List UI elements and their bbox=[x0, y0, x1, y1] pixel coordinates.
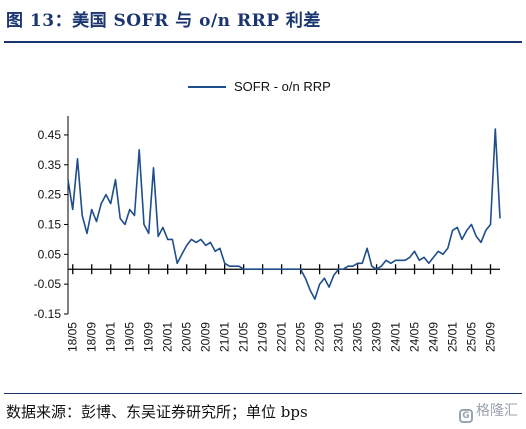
legend: SOFR - o/n RRP bbox=[188, 79, 331, 94]
source-note: 数据来源：彭博、东吴证券研究所；单位 bps bbox=[6, 403, 308, 421]
series-line bbox=[67, 128, 501, 300]
watermark: G 格隆汇 bbox=[459, 400, 518, 423]
x-tick-label: 25/05 bbox=[465, 322, 479, 352]
y-tick-label: 0.25 bbox=[38, 188, 62, 202]
line-chart: SOFR - o/n RRP 0.45 0.35 0.25 0.15 0.05 -0.05… bbox=[34, 79, 501, 352]
x-tick-label: 20/09 bbox=[199, 322, 213, 352]
x-tick-label: 21/01 bbox=[218, 322, 232, 352]
x-tick-label: 23/05 bbox=[351, 322, 365, 352]
x-tick-label: 19/05 bbox=[123, 322, 137, 352]
y-tick-label: -0.05 bbox=[34, 277, 62, 291]
x-tick-label: 24/01 bbox=[389, 322, 403, 352]
x-tick-label: 25/09 bbox=[484, 322, 498, 352]
x-axis: 18/05 18/09 19/01 19/05 19/09 20/01 20/05 20/09… bbox=[66, 264, 500, 352]
x-tick-label: 24/05 bbox=[408, 322, 422, 352]
x-tick-label: 22/05 bbox=[294, 322, 308, 352]
y-axis: 0.45 0.35 0.25 0.15 0.05 -0.05 -0.15 bbox=[34, 116, 69, 321]
x-tick-label: 20/01 bbox=[161, 322, 175, 352]
y-tick-label: 0.15 bbox=[38, 217, 62, 231]
footer-divider bbox=[4, 393, 522, 394]
y-tick-label: 0.05 bbox=[38, 247, 62, 261]
y-tick-label: -0.15 bbox=[34, 307, 62, 321]
series-layer bbox=[67, 128, 501, 300]
x-tick-label: 18/09 bbox=[85, 322, 99, 352]
x-tick-label: 22/01 bbox=[275, 322, 289, 352]
x-tick-label: 21/05 bbox=[237, 322, 251, 352]
title-divider bbox=[4, 41, 522, 43]
x-tick-label: 25/01 bbox=[446, 322, 460, 352]
watermark-text: 格隆汇 bbox=[476, 403, 518, 419]
x-tick-label: 19/09 bbox=[142, 322, 156, 352]
x-tick-label: 24/09 bbox=[427, 322, 441, 352]
x-tick-label: 22/09 bbox=[313, 322, 327, 352]
x-tick-label: 23/01 bbox=[332, 322, 346, 352]
legend-label: SOFR - o/n RRP bbox=[234, 79, 331, 94]
x-tick-label: 18/05 bbox=[66, 322, 80, 352]
x-tick-label: 21/09 bbox=[256, 322, 270, 352]
x-tick-label: 20/05 bbox=[180, 322, 194, 352]
x-tick-label: 23/09 bbox=[370, 322, 384, 352]
y-tick-label: 0.45 bbox=[38, 128, 62, 142]
x-tick-label: 19/01 bbox=[104, 322, 118, 352]
y-tick-label: 0.35 bbox=[38, 158, 62, 172]
watermark-logo-icon: G bbox=[459, 409, 473, 423]
figure-title: 图 13：美国 SOFR 与 o/n RRP 利差 bbox=[6, 11, 321, 31]
